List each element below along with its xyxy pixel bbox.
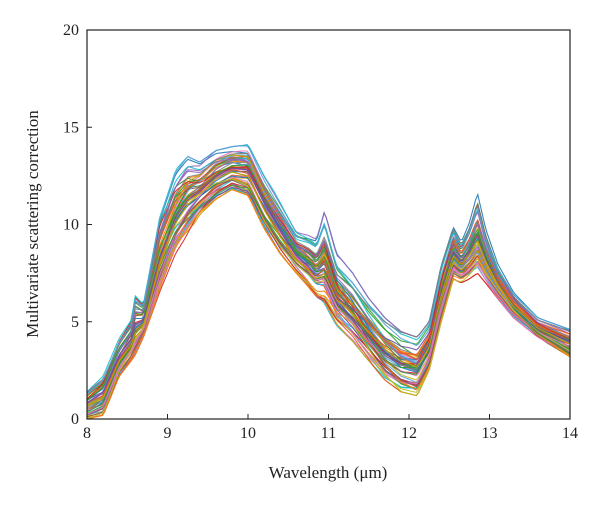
x-tick-label: 8	[83, 425, 91, 442]
y-tick-label: 5	[71, 314, 79, 331]
x-tick-label: 9	[164, 425, 172, 442]
x-tick-label: 11	[321, 425, 336, 442]
ticks-layer: 8 9 10 11 12 13 14 0 5 10 15 20	[63, 22, 578, 442]
y-axis-title: Multivariate scattering correction	[23, 110, 42, 338]
series-line	[86, 168, 571, 412]
series-line	[86, 184, 571, 413]
x-axis-title: Wavelength (μm)	[269, 463, 388, 482]
y-tick-label: 20	[63, 22, 79, 39]
y-tick-label: 0	[71, 411, 79, 428]
x-tick-label: 10	[240, 425, 256, 442]
x-tick-label: 13	[482, 425, 498, 442]
series-line	[86, 171, 571, 407]
y-tick-label: 15	[63, 119, 79, 136]
x-tick-label: 12	[401, 425, 417, 442]
series-line	[86, 144, 571, 396]
series-line	[86, 176, 571, 415]
series-layer	[86, 144, 571, 420]
y-tick-label: 10	[63, 217, 79, 234]
series-line	[86, 182, 571, 419]
series-line	[86, 158, 571, 404]
x-tick-label: 14	[562, 425, 578, 442]
series-line	[86, 145, 571, 395]
